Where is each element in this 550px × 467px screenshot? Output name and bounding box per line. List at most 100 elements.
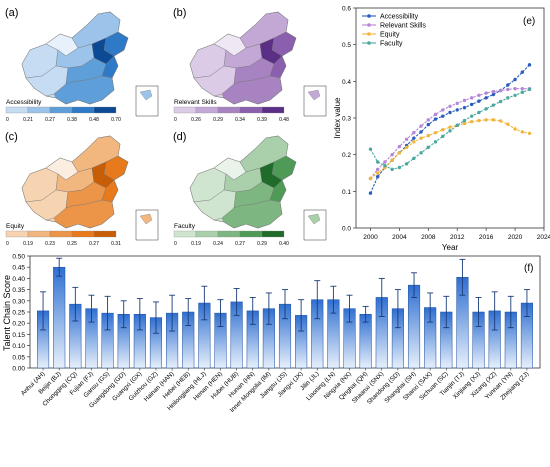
y-tick-label: 0.20 [12,321,25,328]
legend-tick-label: 0 [6,117,9,123]
data-point [520,130,525,134]
data-point [433,140,438,144]
map-panel-equity: (c) Equity 0 0.19 0.23 0.25 0.27 0.31 [5,131,159,247]
y-tick-label: 0.40 [12,276,25,283]
legend-tick-label: 0.19 [191,241,201,247]
legend-tick-label: 0.70 [111,117,121,123]
data-point [441,108,445,112]
data-point [419,130,423,134]
y-tick-label: 0.45 [12,265,25,272]
province-region [101,55,119,79]
legend-swatch [173,230,197,238]
legend-tick-label: 0.40 [279,241,289,247]
panel-letter-f: (f) [524,263,533,274]
y-tick-label: 0.6 [342,6,351,13]
data-point [404,137,409,141]
province-region [221,199,283,229]
data-point [506,96,510,100]
data-point [513,127,517,131]
y-tick-label: 0.0 [342,226,351,233]
data-point [462,98,467,103]
y-tick-label: 0.35 [12,287,25,294]
inset-region [307,213,321,225]
data-point [433,112,438,117]
legend-swatch [173,106,197,114]
data-point [491,118,496,122]
data-point [484,107,488,111]
map-legend-title: Accessibility [6,99,42,106]
data-point [433,130,438,135]
x-tick-label: 2008 [421,234,436,241]
x-tick-label: 2000 [363,234,378,241]
y-tick-label: 0.4 [342,79,351,86]
y-tick-label: 0.05 [12,354,25,361]
data-point [419,136,423,140]
data-point [462,106,467,110]
data-point [484,96,488,100]
data-point [477,93,481,97]
data-point [412,136,416,140]
legend-tick-label: 0.23 [45,241,55,247]
legend-swatch [195,230,219,238]
y-tick-label: 0.10 [12,343,25,350]
data-point [498,88,503,93]
legend-swatch [239,106,263,114]
province-region [53,199,115,229]
data-point [455,101,459,106]
data-point [448,104,452,108]
data-point [404,145,409,150]
data-point [368,191,373,195]
legend-marker [367,14,371,18]
legend-tick-label: 0 [174,241,177,247]
data-point [527,131,532,136]
data-point [527,63,532,67]
data-point [419,151,423,155]
legend-swatch [93,106,117,114]
data-point [469,114,474,118]
map-panel-relevant-skills: (b) Relevant Skills 0 0.26 0.29 0.34 0.39 0.48 [173,7,327,123]
data-point [390,167,394,172]
legend-swatch [5,106,29,114]
legend-entry: Faculty [380,41,403,48]
x-tick-label: 2004 [392,234,407,241]
legend-swatch [195,106,219,114]
data-point [477,110,481,115]
province-region [101,179,119,203]
data-point [520,86,525,91]
panel-letter-e: (e) [523,16,535,27]
data-point [375,171,380,175]
data-point [455,123,459,128]
data-point [404,162,409,166]
data-point [513,86,517,91]
plot-frame [355,7,545,229]
legend-tick-label: 0.24 [213,241,223,247]
legend-entry: Accessibility [380,14,419,21]
data-point [375,174,380,179]
legend-tick-label: 0.34 [235,117,245,123]
data-point [455,108,459,112]
y-tick-label: 0.2 [342,152,351,159]
data-point [527,87,532,92]
data-point [426,133,431,138]
x-tick-label: 2016 [479,234,494,241]
data-point [397,165,402,170]
data-point [506,83,510,87]
x-tick-label: 2024 [537,234,550,241]
map-legend-title: Equity [6,223,25,230]
map-regions [21,11,129,105]
data-point [397,144,402,149]
inset-region [307,89,321,101]
y-tick-label: 0.00 [12,366,25,373]
y-axis-label: Talent Chain Score [2,275,12,351]
data-point [498,119,503,123]
legend-tick-label: 0 [6,241,9,247]
legend-tick-label: 0.27 [235,241,245,247]
map-panel-accessibility: (a) Accessibility 0 0.21 0.27 0.38 0.48 0.70 [5,7,159,123]
data-point [513,77,517,82]
map-regions [189,135,297,229]
y-tick-label: 0.5 [342,42,351,49]
y-axis-label: Index value [333,97,342,138]
y-tick-label: 0.30 [12,298,25,305]
legend-swatch [261,230,285,238]
